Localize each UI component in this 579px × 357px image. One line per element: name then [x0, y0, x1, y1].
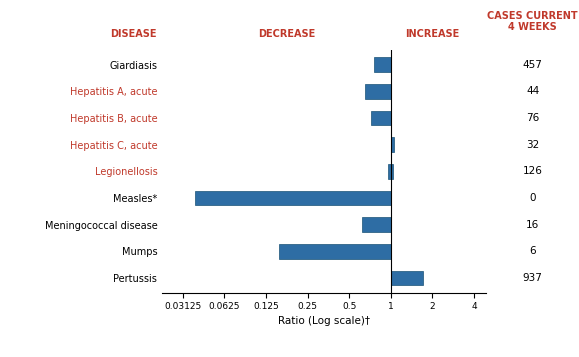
- Text: 16: 16: [526, 220, 539, 230]
- Bar: [279, 244, 391, 259]
- Text: 32: 32: [526, 140, 539, 150]
- Text: 44: 44: [526, 86, 539, 96]
- Bar: [391, 271, 423, 285]
- Text: DECREASE: DECREASE: [258, 29, 316, 39]
- Text: 937: 937: [523, 273, 543, 283]
- Text: 76: 76: [526, 113, 539, 123]
- Bar: [371, 111, 391, 125]
- Text: 0: 0: [529, 193, 536, 203]
- Text: 126: 126: [523, 166, 543, 176]
- Text: 457: 457: [523, 60, 543, 70]
- Text: INCREASE: INCREASE: [405, 29, 460, 39]
- Text: 6: 6: [529, 246, 536, 256]
- Text: CASES CURRENT
4 WEEKS: CASES CURRENT 4 WEEKS: [488, 10, 578, 32]
- X-axis label: Ratio (Log scale)†: Ratio (Log scale)†: [278, 316, 370, 326]
- Text: DISEASE: DISEASE: [110, 29, 156, 39]
- Bar: [362, 217, 391, 232]
- Bar: [195, 191, 391, 205]
- Bar: [389, 164, 393, 179]
- Bar: [391, 137, 394, 152]
- Bar: [374, 57, 391, 72]
- Bar: [365, 84, 391, 99]
